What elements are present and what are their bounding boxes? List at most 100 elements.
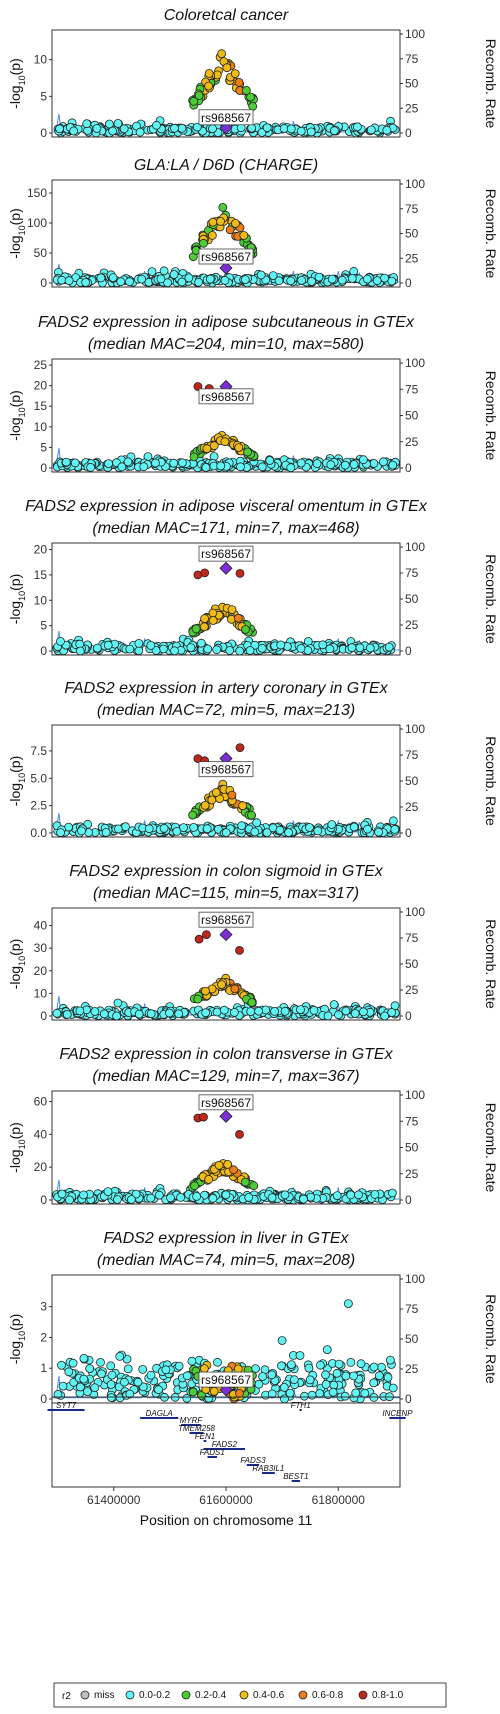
- snp-point: [147, 267, 157, 277]
- top-hit-point: [343, 1299, 353, 1308]
- snp-point: [377, 1362, 386, 1372]
- recomb-tick-label: 0: [405, 1392, 412, 1406]
- snp-point: [212, 1007, 222, 1017]
- snp-point: [374, 1371, 384, 1381]
- top-hit-point: [199, 1112, 208, 1122]
- recomb-axis-label: Recomb. Rate: [483, 39, 499, 129]
- snp-point: [123, 457, 133, 467]
- recomb-tick-label: 100: [405, 356, 425, 370]
- snp-point: [105, 119, 114, 129]
- snp-point: [230, 69, 240, 78]
- gene-label: DAGLA: [146, 1409, 173, 1418]
- snp-point: [146, 1009, 156, 1019]
- snp-point: [97, 1369, 106, 1379]
- snp-point: [212, 645, 222, 655]
- top-hit-point: [194, 934, 204, 944]
- snp-point: [192, 1192, 202, 1201]
- snp-point: [90, 1007, 100, 1016]
- y-axis-label: -log10(p): [7, 574, 27, 625]
- y-tick-label: 0: [40, 276, 47, 290]
- snp-point: [57, 1360, 66, 1370]
- snp-point: [305, 823, 314, 832]
- snp-point: [388, 460, 398, 470]
- legend-swatch: [239, 1690, 249, 1700]
- snp-point: [177, 458, 187, 468]
- snp-point: [220, 275, 230, 285]
- snp-point: [113, 119, 123, 128]
- snp-point: [190, 1181, 200, 1191]
- snp-point: [247, 810, 256, 820]
- panel-3: FADS2 expression in adipose subcutaneous…: [7, 314, 499, 475]
- snp-point: [65, 1195, 74, 1205]
- legend-label: 0.6-0.8: [312, 1690, 344, 1701]
- recomb-tick-label: 25: [405, 1362, 419, 1376]
- snp-point: [120, 1377, 129, 1387]
- top-hit-point: [235, 1130, 244, 1139]
- recomb-tick-label: 100: [405, 1088, 425, 1102]
- snp-point: [268, 271, 278, 281]
- snp-point: [57, 1189, 67, 1199]
- panel-title: FADS2 expression in liver in GTEx: [103, 1230, 349, 1247]
- recomb-tick-label: 0: [405, 1009, 412, 1023]
- snp-point: [81, 278, 91, 287]
- snp-point: [189, 96, 199, 106]
- snp-point: [150, 458, 160, 468]
- snp-point: [58, 1381, 68, 1391]
- recomb-tick-label: 75: [405, 1302, 419, 1316]
- snp-point: [152, 120, 161, 130]
- lead-snp-label: rs968567: [201, 913, 251, 927]
- gene-label: SYT7: [56, 1401, 77, 1410]
- snp-point: [225, 646, 235, 655]
- snp-point: [85, 1364, 95, 1373]
- snp-point: [169, 270, 179, 279]
- snp-point: [92, 124, 102, 133]
- snp-point: [209, 1386, 219, 1396]
- snp-point: [234, 443, 244, 453]
- panel-title: FADS2 expression in adipose subcutaneous…: [38, 314, 415, 331]
- snp-point: [113, 1195, 122, 1204]
- lead-snp-label: rs968567: [201, 390, 251, 404]
- legend-swatch: [80, 1690, 90, 1700]
- snp-point: [372, 276, 382, 286]
- panel-title: Coloretcal cancer: [164, 7, 289, 24]
- snp-point: [112, 1011, 121, 1021]
- recomb-tick-label: 75: [405, 566, 419, 580]
- snp-point: [230, 984, 240, 994]
- snp-point: [321, 1370, 330, 1380]
- recomb-tick-label: 50: [405, 957, 419, 971]
- snp-point: [388, 1383, 398, 1393]
- recomb-axis-label: Recomb. Rate: [483, 736, 499, 826]
- snp-point: [200, 801, 210, 810]
- snp-point: [240, 1177, 250, 1187]
- snp-point: [387, 1188, 397, 1198]
- snp-point: [355, 643, 365, 653]
- snp-point: [177, 277, 187, 287]
- recomb-tick-label: 25: [405, 618, 419, 632]
- recomb-tick-label: 100: [405, 27, 425, 41]
- snp-point: [208, 616, 218, 625]
- snp-point: [214, 1160, 224, 1170]
- snp-point: [208, 217, 218, 227]
- snp-point: [201, 986, 210, 996]
- snp-point: [246, 92, 256, 102]
- recomb-tick-label: 50: [405, 592, 419, 606]
- snp-point: [154, 1385, 164, 1395]
- snp-point: [366, 125, 376, 135]
- snp-point: [256, 270, 266, 280]
- snp-point: [218, 202, 228, 212]
- recomb-tick-label: 50: [405, 227, 419, 241]
- recomb-tick-label: 75: [405, 1114, 419, 1128]
- snp-point: [219, 1005, 229, 1015]
- gene-label: FEN1: [195, 1432, 215, 1441]
- recomb-tick-label: 100: [405, 1272, 425, 1286]
- snp-point: [189, 452, 199, 462]
- snp-point: [280, 1006, 290, 1016]
- snp-point: [235, 646, 245, 656]
- recomb-axis-label: Recomb. Rate: [483, 554, 499, 644]
- recomb-tick-label: 0: [405, 1193, 412, 1207]
- snp-point: [205, 274, 215, 284]
- snp-point: [116, 277, 126, 287]
- snp-point: [103, 640, 113, 650]
- snp-point: [188, 1387, 198, 1397]
- y-tick-label: 20: [34, 964, 48, 978]
